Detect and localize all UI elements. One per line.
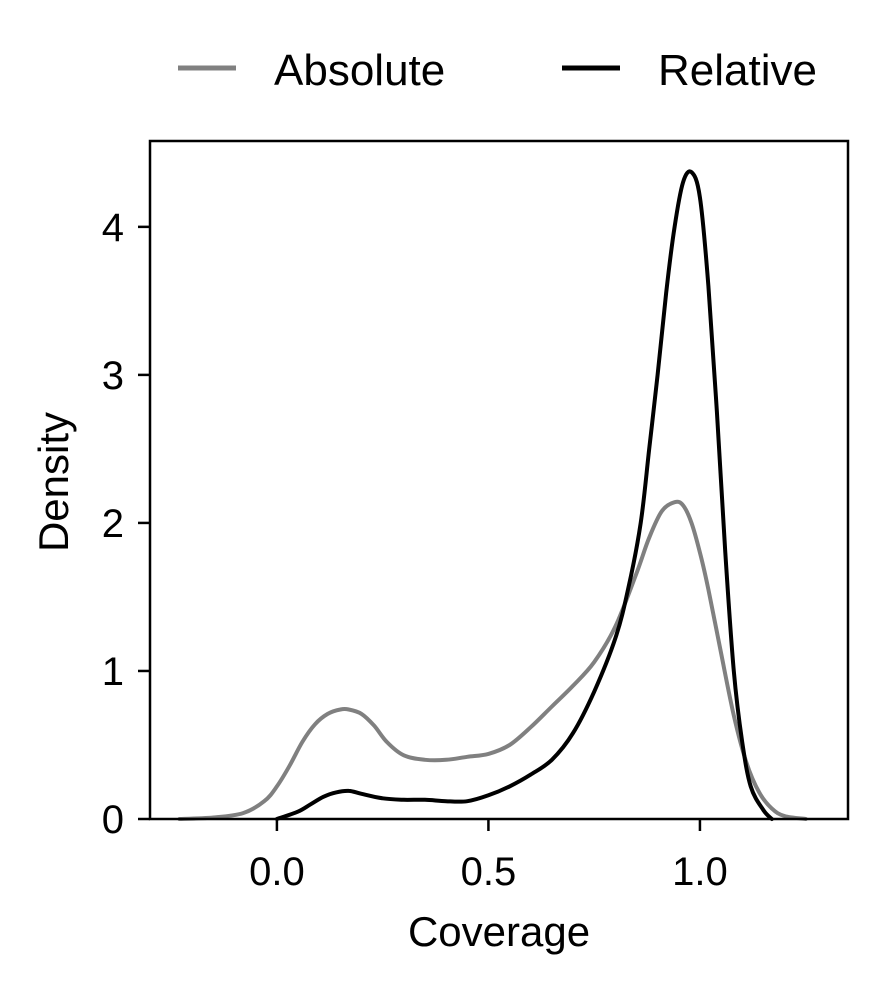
y-axis-title: Density [30, 412, 77, 552]
x-tick-label: 1.0 [672, 850, 728, 894]
plot-frame [148, 139, 850, 821]
y-tick-label: 2 [102, 502, 124, 546]
y-axis: 0 1 2 3 4 [102, 206, 150, 842]
x-tick-label: 0.5 [461, 850, 517, 894]
y-tick-label: 4 [102, 206, 124, 250]
x-axis: 0.0 0.5 1.0 [249, 819, 728, 894]
x-axis-title: Coverage [408, 908, 590, 955]
y-tick-label: 0 [102, 798, 124, 842]
series-line-absolute [177, 499, 808, 821]
y-tick-label: 3 [102, 354, 124, 398]
series-line-relative [274, 169, 774, 821]
legend-label-absolute: Absolute [274, 46, 445, 95]
plot-area [148, 139, 850, 821]
legend-label-relative: Relative [658, 46, 817, 95]
legend: Absolute Relative [178, 46, 817, 95]
y-tick-label: 1 [102, 650, 124, 694]
x-tick-label: 0.0 [249, 850, 305, 894]
